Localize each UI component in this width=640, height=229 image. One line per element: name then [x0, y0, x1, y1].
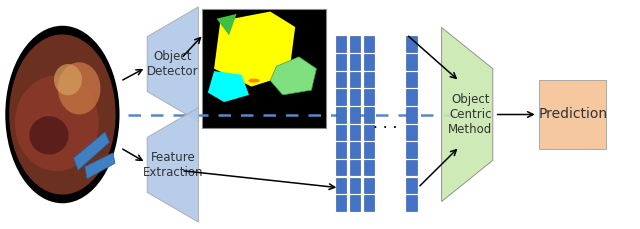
- Circle shape: [248, 79, 260, 83]
- Bar: [336, 36, 346, 52]
- Bar: [350, 177, 360, 193]
- Bar: [350, 125, 360, 140]
- Text: · · ·: · · ·: [373, 121, 397, 136]
- Bar: [406, 195, 417, 211]
- Bar: [336, 125, 346, 140]
- Bar: [336, 177, 346, 193]
- Bar: [350, 142, 360, 158]
- Bar: [406, 89, 417, 105]
- Text: Prediction: Prediction: [538, 107, 607, 122]
- Bar: [406, 177, 417, 193]
- Bar: [336, 195, 346, 211]
- Text: Object
Detector: Object Detector: [147, 50, 198, 78]
- Bar: [364, 89, 374, 105]
- Bar: [364, 72, 374, 87]
- Ellipse shape: [54, 64, 82, 95]
- Bar: [364, 177, 374, 193]
- Bar: [350, 89, 360, 105]
- Bar: [540, 80, 607, 149]
- Bar: [364, 36, 374, 52]
- Bar: [364, 54, 374, 70]
- Polygon shape: [147, 108, 198, 222]
- Bar: [350, 160, 360, 175]
- Bar: [406, 54, 417, 70]
- Ellipse shape: [5, 26, 120, 203]
- Bar: [350, 107, 360, 123]
- Bar: [336, 89, 346, 105]
- Bar: [364, 195, 374, 211]
- Bar: [350, 36, 360, 52]
- Bar: [336, 160, 346, 175]
- Text: Object
Centric
Method: Object Centric Method: [448, 93, 493, 136]
- Bar: [336, 107, 346, 123]
- Polygon shape: [216, 14, 237, 35]
- Ellipse shape: [58, 62, 100, 114]
- Bar: [364, 125, 374, 140]
- Polygon shape: [74, 132, 109, 170]
- Bar: [406, 36, 417, 52]
- Text: Feature
Extraction: Feature Extraction: [143, 151, 203, 179]
- Polygon shape: [442, 27, 493, 202]
- Polygon shape: [270, 57, 316, 95]
- Bar: [364, 107, 374, 123]
- Polygon shape: [84, 153, 115, 179]
- Bar: [336, 72, 346, 87]
- Ellipse shape: [15, 75, 99, 171]
- Bar: [406, 125, 417, 140]
- Polygon shape: [147, 7, 198, 121]
- Bar: [350, 72, 360, 87]
- Bar: [406, 72, 417, 87]
- Bar: [364, 142, 374, 158]
- Ellipse shape: [9, 34, 116, 195]
- Bar: [406, 142, 417, 158]
- Bar: [350, 54, 360, 70]
- Polygon shape: [208, 71, 249, 102]
- Bar: [202, 9, 326, 128]
- Polygon shape: [214, 11, 295, 87]
- Bar: [336, 142, 346, 158]
- Bar: [364, 160, 374, 175]
- Bar: [336, 54, 346, 70]
- Bar: [406, 107, 417, 123]
- Bar: [406, 160, 417, 175]
- Bar: [350, 195, 360, 211]
- Ellipse shape: [29, 116, 68, 155]
